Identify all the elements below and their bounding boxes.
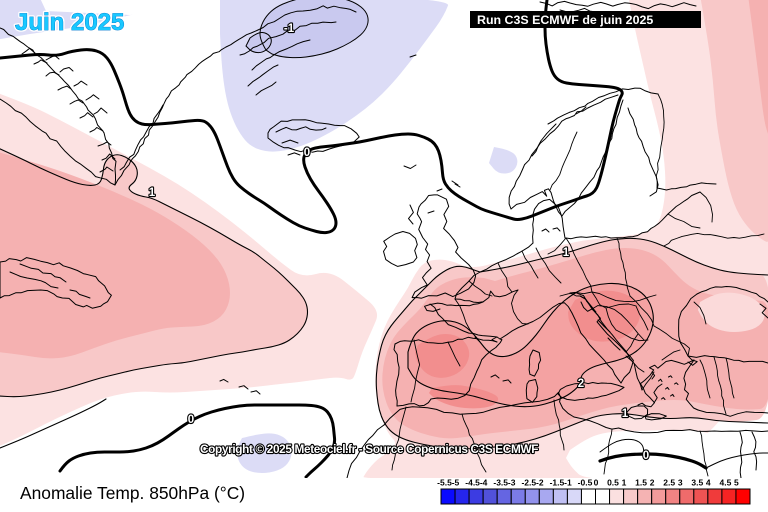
svg-text:Juin 2025: Juin 2025 (15, 9, 124, 36)
svg-text:2: 2 (650, 478, 655, 488)
svg-text:1: 1 (622, 408, 629, 420)
svg-text:-2.5: -2.5 (521, 478, 536, 488)
svg-text:1: 1 (149, 187, 156, 199)
svg-text:Copyright © 2025 Meteociel.fr: Copyright © 2025 Meteociel.fr - Source C… (200, 442, 538, 456)
svg-text:-3.5: -3.5 (493, 478, 508, 488)
svg-text:-5.5: -5.5 (437, 478, 452, 488)
svg-text:0: 0 (643, 450, 649, 462)
svg-text:-3: -3 (508, 478, 516, 488)
svg-text:3.5: 3.5 (691, 478, 703, 488)
svg-text:0: 0 (594, 478, 599, 488)
svg-text:0: 0 (304, 147, 310, 159)
svg-text:-1: -1 (284, 23, 295, 35)
svg-text:-0.5: -0.5 (578, 478, 593, 488)
svg-text:-5: -5 (452, 478, 460, 488)
svg-text:-4: -4 (480, 478, 488, 488)
svg-text:-4.5: -4.5 (465, 478, 480, 488)
svg-text:Anomalie Temp. 850hPa (°C): Anomalie Temp. 850hPa (°C) (20, 483, 245, 503)
svg-text:5: 5 (734, 478, 739, 488)
svg-text:2.5: 2.5 (663, 478, 675, 488)
svg-text:1.5: 1.5 (635, 478, 647, 488)
svg-text:Juin 2025: Juin 2025 (15, 9, 124, 36)
svg-text:1: 1 (622, 478, 627, 488)
svg-text:3: 3 (678, 478, 683, 488)
svg-text:-1: -1 (564, 478, 572, 488)
svg-text:1: 1 (563, 247, 570, 259)
svg-text:Run C3S ECMWF de juin 2025: Run C3S ECMWF de juin 2025 (477, 13, 653, 27)
svg-text:-1.5: -1.5 (550, 478, 565, 488)
svg-text:0.5: 0.5 (607, 478, 619, 488)
svg-text:2: 2 (578, 378, 584, 390)
svg-text:-2: -2 (536, 478, 544, 488)
svg-text:4.5: 4.5 (719, 478, 731, 488)
svg-text:4: 4 (706, 478, 711, 488)
svg-text:0: 0 (188, 414, 194, 426)
